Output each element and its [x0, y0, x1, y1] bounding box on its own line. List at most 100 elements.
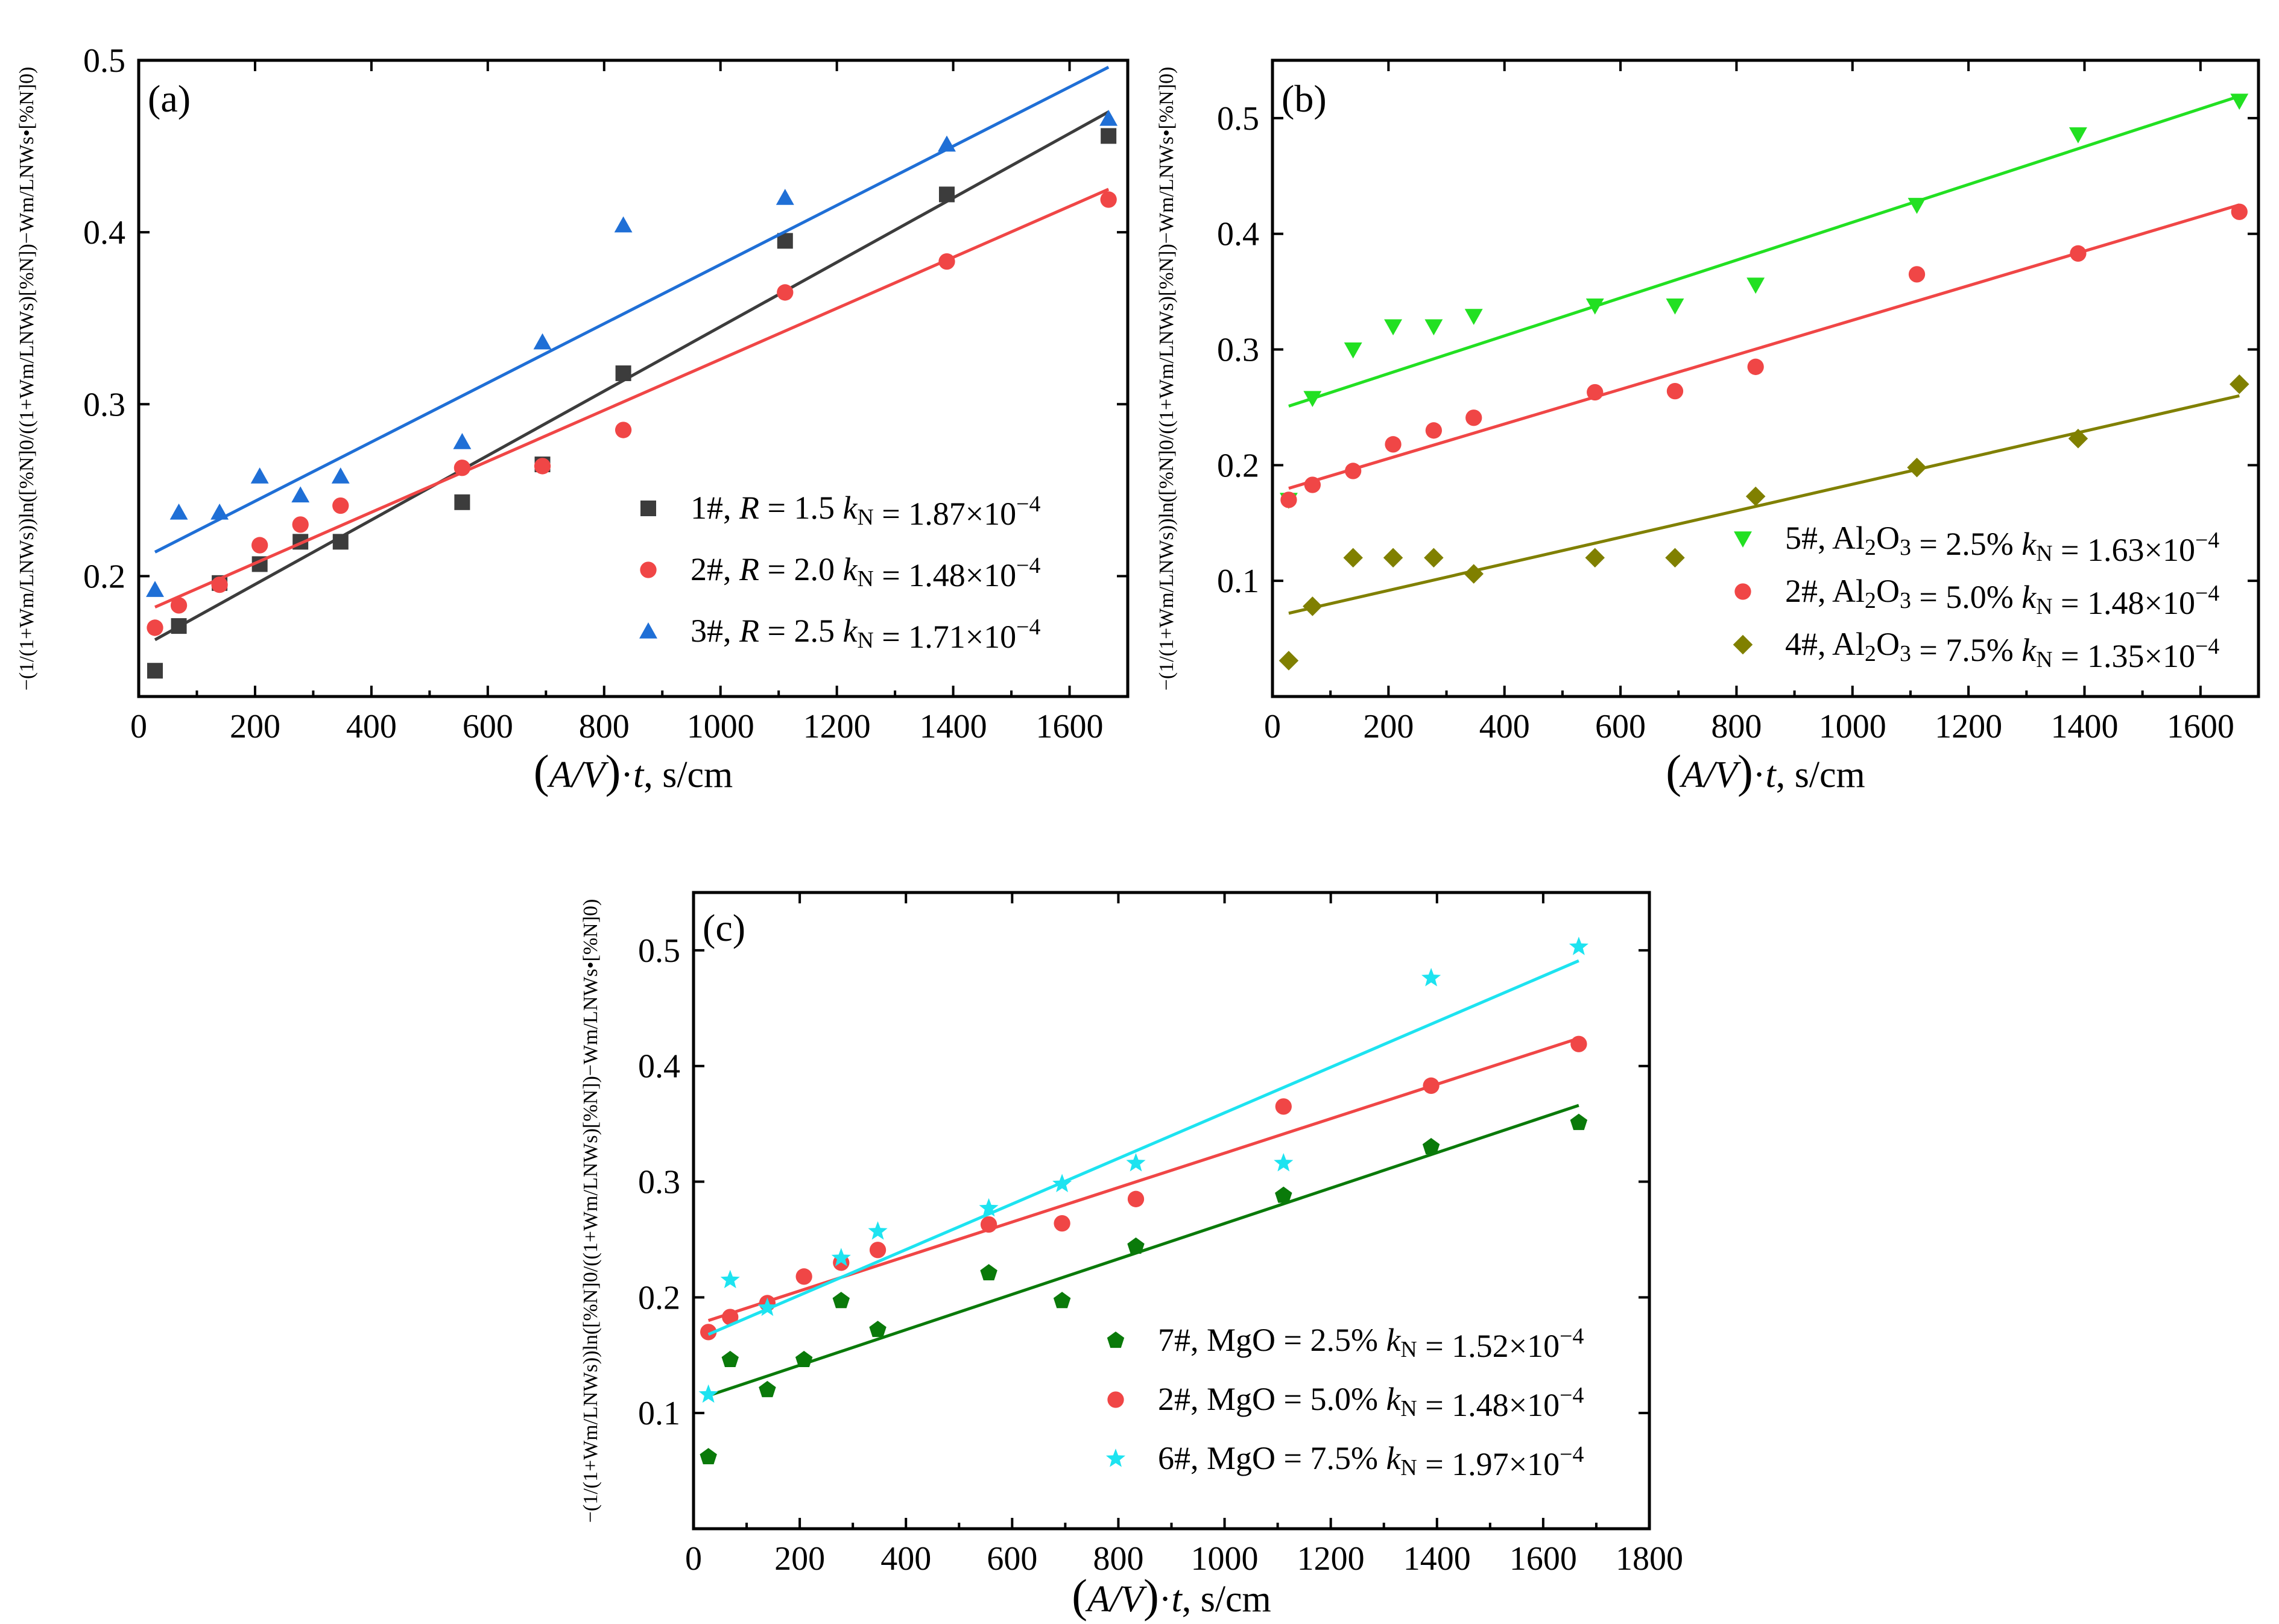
data-point — [777, 284, 794, 301]
series-2: 4#, Al2O3 = 7.5% kN = 1.35×10−4 — [1279, 374, 2249, 674]
data-point — [1423, 1077, 1440, 1094]
x-tick-label: 1800 — [1616, 1540, 1683, 1578]
plot-frame — [692, 891, 1651, 1531]
data-point — [1127, 1190, 1145, 1207]
y-axis-label: −(1/(1+Wm/LNWs))ln([%N]0/((1+Wm/LNWs)[%N… — [16, 67, 38, 691]
data-point — [1585, 548, 1605, 568]
y-tick-label: 0.3 — [1217, 332, 1259, 369]
fit-line — [1288, 95, 2240, 408]
fit-line — [1288, 203, 2240, 490]
data-point — [1907, 457, 1927, 478]
x-tick-label: 1000 — [1819, 708, 1886, 745]
y-tick-label: 0.2 — [83, 558, 125, 595]
series-1: 2#, Al2O3 = 5.0% kN = 1.48×10−4 — [1280, 203, 2248, 621]
data-point — [1570, 1035, 1587, 1052]
series-0: 7#, MgO = 2.5% kN = 1.52×10−4 — [700, 1104, 1588, 1465]
data-point — [1279, 651, 1299, 671]
x-tick-label: 400 — [880, 1540, 931, 1578]
legend-entry: 2#, R = 2.0 kN = 1.48×10−4 — [691, 551, 1040, 593]
legend-entry: 5#, Al2O3 = 2.5% kN = 1.63×10−4 — [1785, 520, 2219, 568]
data-point — [615, 422, 632, 438]
data-point — [869, 1321, 887, 1338]
data-point — [831, 1248, 851, 1266]
fit-line — [154, 66, 1110, 554]
legend-entry: 4#, Al2O3 = 7.5% kN = 1.35×10−4 — [1785, 626, 2219, 674]
y-tick-label: 0.3 — [83, 386, 125, 423]
data-point — [1747, 358, 1764, 375]
legend-entry: 7#, MgO = 2.5% kN = 1.52×10−4 — [1158, 1322, 1584, 1364]
panel-a: 0 200 400 600 800 1000 1200 1400 1600 0.2 0.3 0.4 0.… — [16, 42, 1130, 797]
data-point — [795, 1350, 813, 1368]
data-point — [1585, 298, 1604, 315]
y-tick-label: 0.2 — [638, 1279, 680, 1316]
data-point — [1344, 342, 1362, 359]
plot-frame — [137, 58, 1130, 698]
x-tick-label: 1400 — [920, 708, 987, 745]
x-axis-label: (A/V)·t, s/cm — [534, 745, 733, 797]
x-tick-label: 1400 — [2050, 708, 2118, 745]
data-point — [615, 365, 631, 381]
x-tick-label: 1600 — [1509, 1540, 1577, 1578]
x-tick-label: 600 — [463, 708, 513, 745]
y-tick-label: 0.4 — [1217, 216, 1259, 253]
data-point — [869, 1242, 887, 1259]
x-tick-label: 0 — [685, 1540, 702, 1578]
x-tick-label: 1000 — [687, 708, 754, 745]
data-point — [868, 1221, 888, 1240]
data-point — [938, 253, 955, 270]
data-point — [700, 1448, 717, 1465]
data-point — [722, 1309, 739, 1325]
x-axis-label: (A/V)·t, s/cm — [1666, 745, 1865, 797]
fit-line — [707, 959, 1579, 1336]
y-tick-label: 0.3 — [638, 1164, 680, 1201]
data-point — [2070, 245, 2087, 262]
y-tick-label: 0.2 — [1217, 447, 1259, 484]
data-point — [698, 1384, 718, 1403]
data-point — [2231, 203, 2248, 220]
legend-marker — [639, 622, 657, 639]
data-point — [2230, 93, 2249, 110]
y-axis-label: −(1/(1+Wm/LNWs))ln([%N]0/((1+Wm/LNWs)[%N… — [580, 899, 602, 1523]
data-point — [776, 189, 794, 205]
y-tick-label: 0.5 — [83, 42, 125, 80]
data-point — [291, 486, 310, 503]
fit-line — [154, 188, 1110, 609]
x-tick-label: 1600 — [1036, 708, 1104, 745]
data-point — [614, 216, 633, 233]
data-point — [1303, 391, 1322, 408]
data-point — [2069, 127, 2087, 144]
data-point — [210, 503, 229, 520]
data-point — [1424, 548, 1444, 568]
data-point — [938, 186, 955, 203]
data-point — [1425, 422, 1443, 439]
data-point — [1665, 548, 1685, 568]
data-point — [1383, 548, 1403, 568]
data-point — [980, 1216, 997, 1233]
data-point — [332, 497, 349, 514]
data-point — [1908, 198, 1926, 214]
data-point — [1424, 319, 1443, 336]
data-point — [1054, 1215, 1070, 1232]
data-point — [700, 1324, 717, 1341]
legend-entry: 2#, MgO = 5.0% kN = 1.48×10−4 — [1158, 1381, 1584, 1423]
data-point — [332, 534, 349, 550]
data-point — [147, 663, 163, 679]
legend-marker — [1105, 1449, 1126, 1467]
data-point — [1464, 309, 1483, 325]
data-point — [938, 135, 956, 152]
series-1: 2#, R = 2.0 kN = 1.48×10−4 — [147, 188, 1117, 636]
legend-marker — [1734, 583, 1751, 600]
data-point — [454, 494, 470, 510]
legend-marker — [1733, 634, 1753, 655]
data-point — [251, 537, 268, 554]
panel-c: 0 200 400 600 800 1000 1200 1400 1600 1800 0.1 0.2 0… — [580, 891, 1683, 1622]
x-tick-label: 600 — [1595, 708, 1646, 745]
y-tick-label: 0.1 — [1217, 563, 1259, 600]
data-point — [1464, 564, 1484, 584]
data-point — [1666, 382, 1684, 400]
panel-label: (c) — [703, 906, 745, 949]
data-point — [1345, 463, 1362, 479]
legend-marker — [1107, 1332, 1125, 1348]
x-tick-label: 400 — [346, 708, 397, 745]
panel-label: (b) — [1282, 77, 1327, 120]
